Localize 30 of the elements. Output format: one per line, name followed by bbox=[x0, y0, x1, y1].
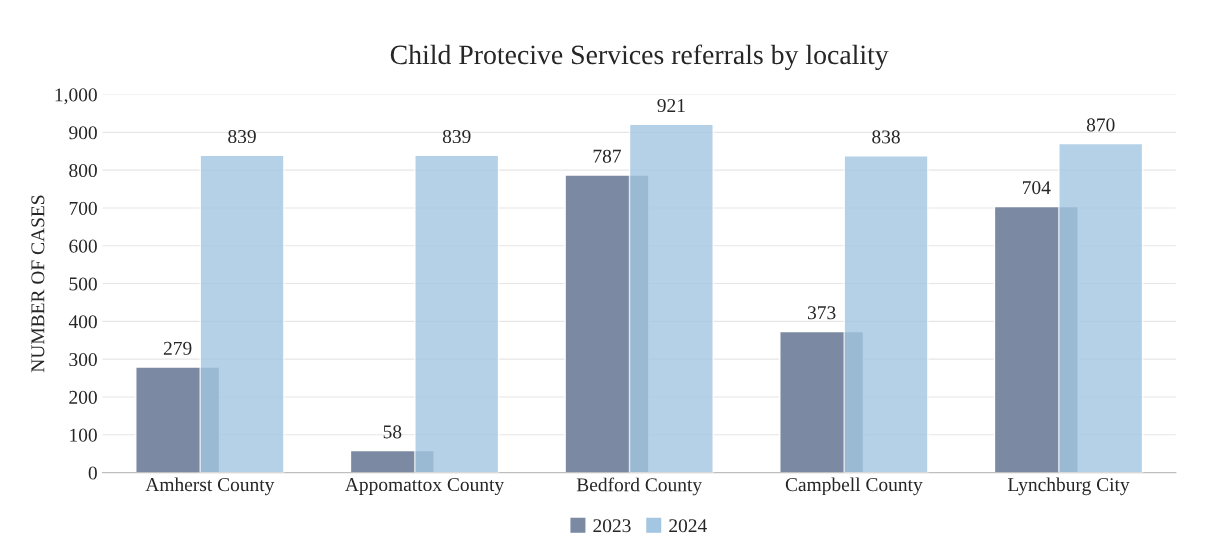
y-tick-label: 500 bbox=[69, 277, 97, 291]
y-tick-label: 200 bbox=[69, 390, 97, 404]
x-tick-label: Lynchburg City bbox=[1007, 477, 1130, 496]
y-tick-label: 400 bbox=[68, 315, 97, 329]
data-label: 839 bbox=[442, 129, 471, 144]
y-tick-label: 900 bbox=[69, 126, 97, 140]
data-label: 279 bbox=[163, 341, 192, 355]
data-label: 838 bbox=[872, 130, 900, 144]
y-tick-label: 100 bbox=[70, 428, 97, 442]
x-tick-label: Appomattox County bbox=[345, 478, 505, 496]
data-label: 58 bbox=[383, 425, 402, 439]
y-tick-label: 600 bbox=[69, 239, 97, 253]
data-label: 870 bbox=[1086, 118, 1115, 132]
x-tick-label: Bedford County bbox=[576, 477, 703, 496]
data-label: 921 bbox=[657, 99, 685, 113]
y-tick-label: 1,000 bbox=[55, 88, 97, 105]
data-label: 787 bbox=[593, 149, 621, 163]
chart-title: Child Protecive Services referrals by locality bbox=[390, 44, 889, 70]
legend-label: 2023 bbox=[593, 519, 631, 533]
data-label: 839 bbox=[228, 129, 256, 144]
y-tick-label: 800 bbox=[69, 163, 97, 178]
x-tick-label: Amherst County bbox=[145, 477, 275, 496]
legend-label: 2024 bbox=[669, 519, 707, 533]
data-label: 704 bbox=[1023, 181, 1051, 195]
x-tick-label: Campbell County bbox=[785, 477, 923, 496]
y-tick-label: 0 bbox=[88, 466, 97, 480]
y-axis-title: NUMBER OF CASES bbox=[31, 195, 45, 373]
y-tick-label: 300 bbox=[69, 352, 97, 367]
data-label: 373 bbox=[807, 306, 836, 320]
y-tick-label: 700 bbox=[69, 201, 97, 215]
